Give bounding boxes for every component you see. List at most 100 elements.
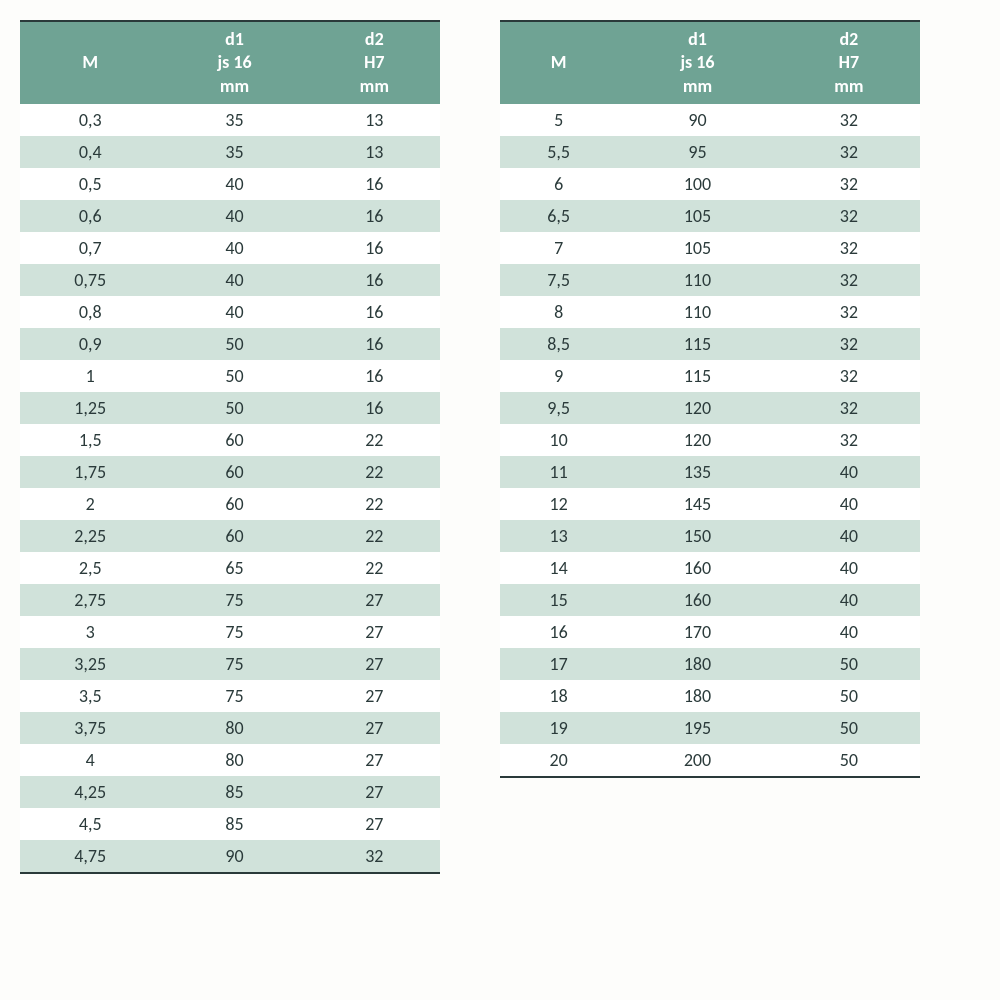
table-cell: 0,6 bbox=[20, 200, 160, 232]
header-label: d1 bbox=[164, 28, 304, 51]
table-cell: 145 bbox=[617, 488, 778, 520]
table-cell: 18 bbox=[500, 680, 617, 712]
table-cell: 195 bbox=[617, 712, 778, 744]
table-cell: 110 bbox=[617, 264, 778, 296]
table-cell: 75 bbox=[160, 648, 308, 680]
table-row: 5,59532 bbox=[500, 136, 920, 168]
table-cell: 13 bbox=[309, 104, 440, 136]
table-cell: 32 bbox=[778, 168, 920, 200]
table-cell: 27 bbox=[309, 584, 440, 616]
table-row: 0,754016 bbox=[20, 264, 440, 296]
table-cell: 19 bbox=[500, 712, 617, 744]
table-body: 0,335130,435130,540160,640160,740160,754… bbox=[20, 104, 440, 873]
table-cell: 16 bbox=[309, 296, 440, 328]
table-cell: 0,3 bbox=[20, 104, 160, 136]
table-cell: 40 bbox=[778, 520, 920, 552]
table-cell: 13 bbox=[500, 520, 617, 552]
table-cell: 4,5 bbox=[20, 808, 160, 840]
table-cell: 40 bbox=[160, 296, 308, 328]
table-cell: 40 bbox=[778, 552, 920, 584]
table-cell: 32 bbox=[778, 296, 920, 328]
table-cell: 0,9 bbox=[20, 328, 160, 360]
table-cell: 1,5 bbox=[20, 424, 160, 456]
table-cell: 6,5 bbox=[500, 200, 617, 232]
table-cell: 17 bbox=[500, 648, 617, 680]
table-cell: 2,75 bbox=[20, 584, 160, 616]
table-cell: 50 bbox=[160, 360, 308, 392]
table-cell: 60 bbox=[160, 520, 308, 552]
table-cell: 160 bbox=[617, 584, 778, 616]
table-cell: 16 bbox=[309, 328, 440, 360]
header-col-d1: d1 js 16 mm bbox=[617, 21, 778, 104]
table-cell: 16 bbox=[309, 168, 440, 200]
table-cell: 115 bbox=[617, 360, 778, 392]
table-cell: 27 bbox=[309, 808, 440, 840]
table-cell: 9 bbox=[500, 360, 617, 392]
table-row: 610032 bbox=[500, 168, 920, 200]
header-label: d2 bbox=[782, 28, 916, 51]
table-cell: 80 bbox=[160, 744, 308, 776]
header-label: H7 bbox=[782, 51, 916, 74]
table-cell: 8 bbox=[500, 296, 617, 328]
table-cell: 32 bbox=[778, 136, 920, 168]
table-cell: 85 bbox=[160, 808, 308, 840]
table-cell: 16 bbox=[309, 200, 440, 232]
table-row: 1516040 bbox=[500, 584, 920, 616]
table-cell: 75 bbox=[160, 616, 308, 648]
table-cell: 50 bbox=[160, 328, 308, 360]
table-body: 590325,595326100326,5105327105327,511032… bbox=[500, 104, 920, 777]
header-col-m: M bbox=[500, 21, 617, 104]
table-cell: 32 bbox=[778, 328, 920, 360]
table-cell: 0,5 bbox=[20, 168, 160, 200]
table-cell: 50 bbox=[778, 648, 920, 680]
table-row: 1,756022 bbox=[20, 456, 440, 488]
table-cell: 90 bbox=[160, 840, 308, 873]
table-cell: 1,25 bbox=[20, 392, 160, 424]
table-cell: 2,5 bbox=[20, 552, 160, 584]
table-cell: 85 bbox=[160, 776, 308, 808]
table-row: 7,511032 bbox=[500, 264, 920, 296]
table-cell: 60 bbox=[160, 488, 308, 520]
table-cell: 32 bbox=[309, 840, 440, 873]
table-cell: 5,5 bbox=[500, 136, 617, 168]
table-row: 9,512032 bbox=[500, 392, 920, 424]
table-cell: 16 bbox=[309, 392, 440, 424]
table-cell: 1 bbox=[20, 360, 160, 392]
table-cell: 32 bbox=[778, 360, 920, 392]
table-row: 4,58527 bbox=[20, 808, 440, 840]
table-row: 710532 bbox=[500, 232, 920, 264]
table-row: 1315040 bbox=[500, 520, 920, 552]
table-row: 0,54016 bbox=[20, 168, 440, 200]
spec-table-left: M d1 js 16 mm d2 H7 mm 0,335130,435130,5… bbox=[20, 20, 440, 874]
table-cell: 180 bbox=[617, 648, 778, 680]
table-row: 3,57527 bbox=[20, 680, 440, 712]
table-row: 37527 bbox=[20, 616, 440, 648]
table-cell: 40 bbox=[778, 488, 920, 520]
table-cell: 0,8 bbox=[20, 296, 160, 328]
table-row: 3,758027 bbox=[20, 712, 440, 744]
table-cell: 15 bbox=[500, 584, 617, 616]
table-cell: 105 bbox=[617, 232, 778, 264]
table-cell: 120 bbox=[617, 424, 778, 456]
table-cell: 0,4 bbox=[20, 136, 160, 168]
table-cell: 16 bbox=[500, 616, 617, 648]
table-cell: 35 bbox=[160, 104, 308, 136]
table-cell: 14 bbox=[500, 552, 617, 584]
table-cell: 16 bbox=[309, 232, 440, 264]
table-row: 1919550 bbox=[500, 712, 920, 744]
header-col-d2: d2 H7 mm bbox=[309, 21, 440, 104]
header-label: js 16 bbox=[621, 51, 774, 74]
table-cell: 22 bbox=[309, 456, 440, 488]
header-label: M bbox=[24, 51, 156, 74]
header-label: mm bbox=[782, 75, 916, 98]
table-cell: 40 bbox=[160, 264, 308, 296]
table-cell: 120 bbox=[617, 392, 778, 424]
table-cell: 7 bbox=[500, 232, 617, 264]
table-cell: 32 bbox=[778, 264, 920, 296]
table-cell: 150 bbox=[617, 520, 778, 552]
table-cell: 27 bbox=[309, 744, 440, 776]
header-label: mm bbox=[621, 75, 774, 98]
table-row: 1818050 bbox=[500, 680, 920, 712]
table-cell: 170 bbox=[617, 616, 778, 648]
table-cell: 6 bbox=[500, 168, 617, 200]
